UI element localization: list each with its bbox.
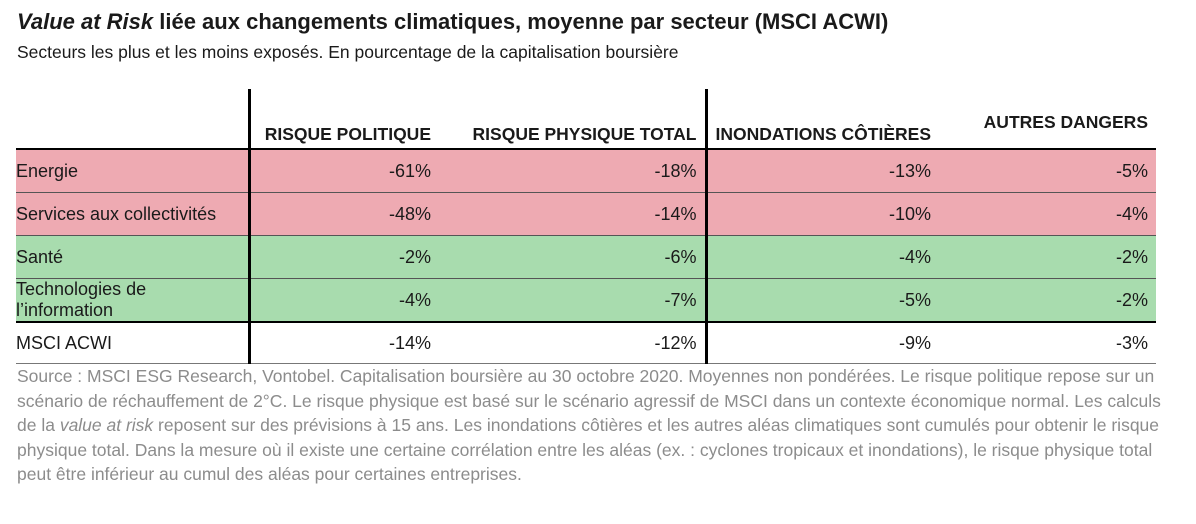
page-title: Value at Risk liée aux changements clima… <box>17 9 888 35</box>
header-risque-physique-total: RISQUE PHYSIQUE TOTAL <box>439 89 708 150</box>
cell-autres-dangers: -3% <box>939 321 1156 364</box>
header-risque-politique: RISQUE POLITIQUE <box>249 89 439 150</box>
cell-inondations-cotieres: -13% <box>706 149 939 193</box>
sector-name: Santé <box>16 235 251 279</box>
source-text-1: Source : MSCI ESG Research, Vontobel. Ca… <box>17 366 1161 436</box>
title-italic: Value at Risk <box>17 9 154 34</box>
sector-name: Technologies de l’information <box>16 278 251 322</box>
table-row: Santé -2% -6% -4% -2% <box>16 235 1156 279</box>
table-row-total: MSCI ACWI -14% -12% -9% -3% <box>16 321 1156 364</box>
cell-inondations-cotieres: -10% <box>706 192 939 236</box>
source-note: Source : MSCI ESG Research, Vontobel. Ca… <box>17 364 1167 487</box>
header-inondations-cotieres: INONDATIONS CÔTIÈRES <box>706 89 939 150</box>
cell-risque-physique-total: -7% <box>439 278 708 322</box>
cell-inondations-cotieres: -9% <box>706 321 939 364</box>
cell-risque-politique: -4% <box>249 278 439 322</box>
cell-autres-dangers: -2% <box>939 278 1156 322</box>
cell-risque-politique: -2% <box>249 235 439 279</box>
sector-name: Services aux collectivités <box>16 192 251 236</box>
sector-name: MSCI ACWI <box>16 321 251 364</box>
cell-risque-politique: -61% <box>249 149 439 193</box>
cell-risque-physique-total: -14% <box>439 192 708 236</box>
source-text-2: reposent sur des prévisions à 15 ans. Le… <box>17 415 1160 485</box>
cell-autres-dangers: -2% <box>939 235 1156 279</box>
cell-risque-physique-total: -18% <box>439 149 708 193</box>
cell-risque-physique-total: -12% <box>439 321 708 364</box>
var-table: RISQUE POLITIQUE RISQUE PHYSIQUE TOTAL I… <box>16 89 1156 364</box>
cell-risque-physique-total: -6% <box>439 235 708 279</box>
cell-autres-dangers: -5% <box>939 149 1156 193</box>
table-row: Technologies de l’information -4% -7% -5… <box>16 278 1156 322</box>
table-row: Energie -61% -18% -13% -5% <box>16 149 1156 193</box>
header-autres-dangers: AUTRES DANGERS <box>939 89 1156 150</box>
cell-autres-dangers: -4% <box>939 192 1156 236</box>
cell-risque-politique: -14% <box>249 321 439 364</box>
title-rest: liée aux changements climatiques, moyenn… <box>153 9 889 34</box>
page-subtitle: Secteurs les plus et les moins exposés. … <box>17 42 679 62</box>
cell-inondations-cotieres: -5% <box>706 278 939 322</box>
header-row: RISQUE POLITIQUE RISQUE PHYSIQUE TOTAL I… <box>16 89 1156 150</box>
cell-risque-politique: -48% <box>249 192 439 236</box>
source-italic: value at risk <box>59 415 154 436</box>
sector-name: Energie <box>16 149 251 193</box>
cell-inondations-cotieres: -4% <box>706 235 939 279</box>
table-row: Services aux collectivités -48% -14% -10… <box>16 192 1156 236</box>
header-sector <box>16 89 251 150</box>
